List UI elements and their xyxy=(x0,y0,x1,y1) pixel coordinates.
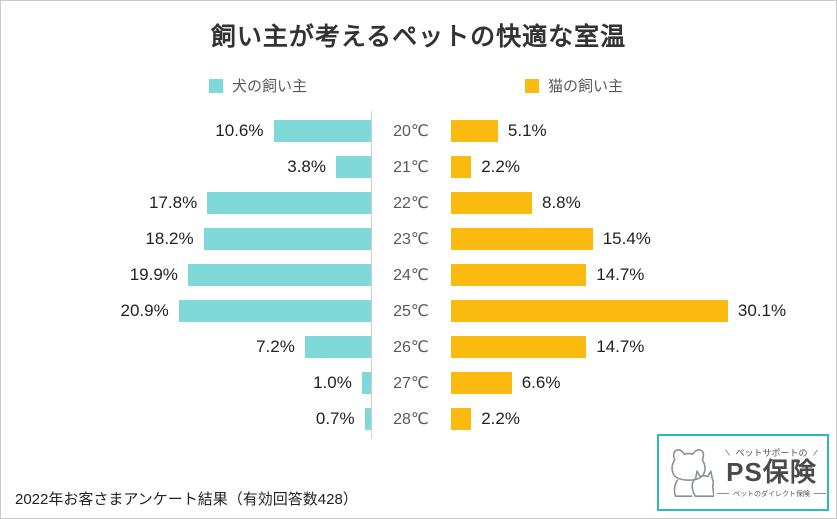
chart-row: 20.9% 25℃ 30.1% xyxy=(71,293,801,329)
cat-bar xyxy=(451,228,593,250)
dog-bar xyxy=(273,120,371,142)
cat-bar xyxy=(451,336,587,358)
cat-value-label: 14.7% xyxy=(596,337,645,356)
cat-value-label: 30.1% xyxy=(737,301,787,320)
cat-value-label: 5.1% xyxy=(507,121,547,140)
logo-tagline: ペットサポートの xyxy=(724,446,818,459)
ps-insurance-logo: ペットサポートの PS保険 ペットのダイレクト保険 xyxy=(657,434,829,511)
chart-row: 17.8% 22℃ 8.8% xyxy=(71,185,801,221)
center-axis-line xyxy=(371,111,372,439)
temp-label: 23℃ xyxy=(393,231,429,248)
cat-bar xyxy=(451,408,472,430)
temp-label: 20℃ xyxy=(393,123,429,140)
temp-label: 26℃ xyxy=(393,339,429,356)
cat-bar xyxy=(451,372,512,394)
cat-value-label: 2.2% xyxy=(481,157,520,176)
dog-value-label: 3.8% xyxy=(287,157,326,176)
cat-value-label: 2.2% xyxy=(481,409,520,428)
dog-value-label: 17.8% xyxy=(149,193,198,212)
temp-label: 24℃ xyxy=(393,267,429,284)
survey-note: 2022年お客さまアンケート結果（有効回答数428） xyxy=(15,491,358,508)
temp-label: 22℃ xyxy=(393,195,429,212)
dog-legend-label: 犬の飼い主 xyxy=(232,78,308,95)
dog-value-label: 1.0% xyxy=(313,373,352,392)
dog-value-label: 18.2% xyxy=(145,229,194,248)
diverging-bar-chart: 10.6% 20℃ 5.1% 3.8% 21℃ 2.2% 17.8% xyxy=(71,111,801,439)
cat-value-label: 14.7% xyxy=(596,265,645,284)
dog-bar xyxy=(207,192,371,214)
dog-value-label: 7.2% xyxy=(256,337,295,356)
temp-label: 27℃ xyxy=(393,375,429,392)
cat-value-label: 15.4% xyxy=(602,229,651,248)
tagline-right-tick xyxy=(812,449,818,456)
logo-brand-name: PS保険 xyxy=(726,457,817,488)
cat-bar xyxy=(451,264,587,286)
legend-dog: 犬の飼い主 xyxy=(209,75,307,96)
cat-bar xyxy=(451,156,472,178)
cat-value-label: 6.6% xyxy=(521,373,561,392)
dog-bar xyxy=(364,408,371,430)
cat-bar xyxy=(451,120,498,142)
dog-value-label: 20.9% xyxy=(120,301,169,320)
chart-title: 飼い主が考えるペットの快適な室温 xyxy=(210,23,627,51)
dog-value-label: 0.7% xyxy=(315,409,355,428)
dog-legend-swatch xyxy=(209,78,223,93)
dog-bar xyxy=(187,264,371,286)
chart-row: 7.2% 26℃ 14.7% xyxy=(71,329,801,365)
logo-subtext: ペットのダイレクト保険 xyxy=(717,489,826,499)
chart-row: 3.8% 21℃ 2.2% xyxy=(71,149,801,185)
chart-row: 10.6% 20℃ 5.1% xyxy=(71,113,801,149)
chart-row: 19.9% 24℃ 14.7% xyxy=(71,257,801,293)
dog-value-label: 10.6% xyxy=(215,121,264,140)
cat-legend-label: 猫の飼い主 xyxy=(548,78,624,95)
temp-label: 21℃ xyxy=(393,159,429,176)
dog-bar xyxy=(336,156,371,178)
cat-bar xyxy=(451,192,532,214)
dog-bar xyxy=(178,300,371,322)
chart-row: 1.0% 27℃ 6.6% xyxy=(71,365,801,401)
chart-row: 0.7% 28℃ 2.2% xyxy=(71,401,801,437)
dog-bar xyxy=(304,336,371,358)
temp-label: 28℃ xyxy=(393,411,429,428)
dog-value-label: 19.9% xyxy=(129,265,178,284)
temp-label: 25℃ xyxy=(393,303,429,320)
cat-bar xyxy=(451,300,728,322)
dog-cat-illustration-icon xyxy=(663,446,715,500)
dog-bar xyxy=(203,228,371,250)
tagline-left-tick xyxy=(725,449,731,456)
cat-value-label: 8.8% xyxy=(542,193,581,212)
chart-row: 18.2% 23℃ 15.4% xyxy=(71,221,801,257)
logo-tagline-text: ペットサポートの xyxy=(735,448,808,459)
cat-legend-swatch xyxy=(525,78,539,93)
legend-cat: 猫の飼い主 xyxy=(525,75,623,96)
dog-bar xyxy=(361,372,371,394)
